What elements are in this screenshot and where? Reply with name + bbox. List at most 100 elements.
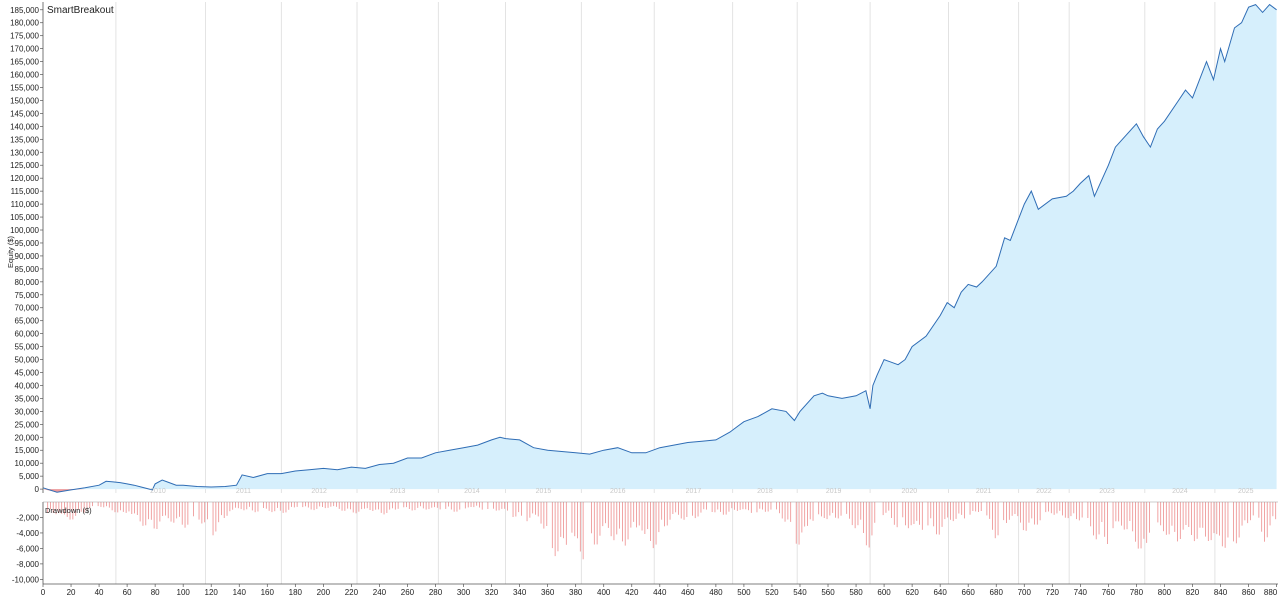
drawdown-bar bbox=[905, 502, 906, 526]
drawdown-bar bbox=[64, 502, 65, 515]
drawdown-bar bbox=[307, 502, 309, 508]
drawdown-bar bbox=[336, 502, 337, 507]
drawdown-bar bbox=[714, 502, 716, 513]
drawdown-bar bbox=[658, 502, 660, 533]
y-tick-label: 180,000 bbox=[10, 19, 39, 28]
drawdown-bar bbox=[619, 502, 620, 529]
drawdown-bar bbox=[1020, 502, 1021, 523]
drawdown-bar bbox=[1014, 502, 1016, 514]
drawdown-bar bbox=[885, 502, 887, 513]
drawdown-bar bbox=[605, 502, 606, 524]
x-tick-label: 320 bbox=[485, 588, 499, 597]
drawdown-bar bbox=[411, 502, 413, 511]
drawdown-bar bbox=[1149, 502, 1150, 533]
drawdown-bar bbox=[265, 502, 267, 509]
drawdown-bar bbox=[1207, 502, 1209, 541]
drawdown-bar bbox=[229, 502, 231, 512]
drawdown-bar bbox=[128, 502, 130, 512]
drawdown-bar bbox=[1129, 502, 1131, 521]
drawdown-bar bbox=[1221, 502, 1223, 547]
drawdown-bar bbox=[686, 502, 688, 517]
drawdown-bar bbox=[678, 502, 679, 515]
drawdown-bar bbox=[787, 502, 789, 520]
drawdown-bar bbox=[1062, 502, 1063, 516]
drawdown-bar bbox=[1210, 502, 1212, 541]
drawdown-bar bbox=[1146, 502, 1148, 543]
drawdown-bar bbox=[1050, 502, 1052, 514]
drawdown-bar bbox=[1101, 502, 1103, 522]
drawdown-bar bbox=[546, 502, 548, 526]
drawdown-bar bbox=[994, 502, 996, 539]
y-tick-label: 20,000 bbox=[15, 433, 40, 442]
drawdown-bar bbox=[697, 502, 699, 517]
drawdown-bar bbox=[470, 502, 472, 507]
drawdown-bar bbox=[947, 502, 949, 518]
y-tick-label: -4,000 bbox=[16, 529, 39, 538]
drawdown-bar bbox=[254, 502, 256, 513]
y-tick-label: 125,000 bbox=[10, 161, 39, 170]
drawdown-bar bbox=[537, 502, 539, 517]
y-tick-label: 75,000 bbox=[15, 291, 40, 300]
drawdown-bar bbox=[246, 502, 248, 510]
y-tick-label: 140,000 bbox=[10, 122, 39, 131]
drawdown-bar bbox=[1135, 502, 1136, 542]
x-tick-label: 580 bbox=[849, 588, 863, 597]
drawdown-bar bbox=[1017, 502, 1019, 517]
drawdown-bar bbox=[1073, 502, 1075, 514]
drawdown-bar bbox=[647, 502, 649, 530]
chart-title: SmartBreakout bbox=[47, 5, 114, 16]
drawdown-bar bbox=[240, 502, 242, 510]
y-tick-label: 160,000 bbox=[10, 71, 39, 80]
drawdown-bar bbox=[305, 502, 306, 507]
drawdown-bar bbox=[134, 502, 135, 514]
drawdown-bar bbox=[728, 502, 730, 512]
drawdown-bar bbox=[324, 502, 326, 509]
y-tick-label: -6,000 bbox=[16, 544, 39, 553]
y-tick-label: 130,000 bbox=[10, 148, 39, 157]
drawdown-bar bbox=[445, 502, 447, 509]
x-tick-label: 760 bbox=[1102, 588, 1116, 597]
drawdown-bar bbox=[1028, 502, 1030, 523]
y-tick-label: 175,000 bbox=[10, 32, 39, 41]
y-tick-label: 185,000 bbox=[10, 6, 39, 15]
drawdown-bar bbox=[638, 502, 640, 526]
drawdown-bar bbox=[722, 502, 724, 515]
drawdown-bar bbox=[1182, 502, 1184, 530]
drawdown-bar bbox=[526, 502, 528, 522]
drawdown-bar bbox=[551, 502, 553, 549]
drawdown-bar bbox=[120, 502, 121, 511]
drawdown-bar bbox=[1205, 502, 1206, 537]
y-tick-label: 30,000 bbox=[15, 407, 40, 416]
drawdown-bar bbox=[1140, 502, 1142, 549]
drawdown-bar bbox=[764, 502, 766, 512]
drawdown-bar bbox=[268, 502, 270, 511]
year-label: 2022 bbox=[1036, 488, 1052, 495]
x-tick-label: 840 bbox=[1214, 588, 1228, 597]
drawdown-bar bbox=[170, 502, 172, 522]
drawdown-bar bbox=[804, 502, 806, 527]
drawdown-bar bbox=[759, 502, 761, 509]
drawdown-bar bbox=[535, 502, 536, 515]
drawdown-bar bbox=[1213, 502, 1215, 534]
drawdown-bar bbox=[378, 502, 379, 510]
x-tick-label: 60 bbox=[123, 588, 132, 597]
drawdown-bar bbox=[487, 502, 489, 509]
drawdown-bar bbox=[857, 502, 859, 526]
drawdown-bar bbox=[661, 502, 663, 520]
drawdown-bar bbox=[579, 502, 581, 552]
drawdown-bar bbox=[748, 502, 749, 511]
x-tick-label: 600 bbox=[877, 588, 891, 597]
drawdown-bar bbox=[1011, 502, 1013, 516]
drawdown-bar bbox=[319, 502, 321, 507]
drawdown-bar bbox=[1160, 502, 1162, 526]
x-tick-label: 800 bbox=[1158, 588, 1172, 597]
drawdown-bar bbox=[1227, 502, 1229, 538]
drawdown-bar bbox=[826, 502, 828, 520]
equity-area-fill bbox=[43, 4, 1277, 493]
x-tick-label: 740 bbox=[1074, 588, 1088, 597]
drawdown-bar bbox=[114, 502, 116, 513]
y-tick-label: 85,000 bbox=[15, 265, 40, 274]
drawdown-bar bbox=[1036, 502, 1038, 525]
drawdown-bar bbox=[854, 502, 856, 529]
drawdown-bar bbox=[1269, 502, 1271, 526]
